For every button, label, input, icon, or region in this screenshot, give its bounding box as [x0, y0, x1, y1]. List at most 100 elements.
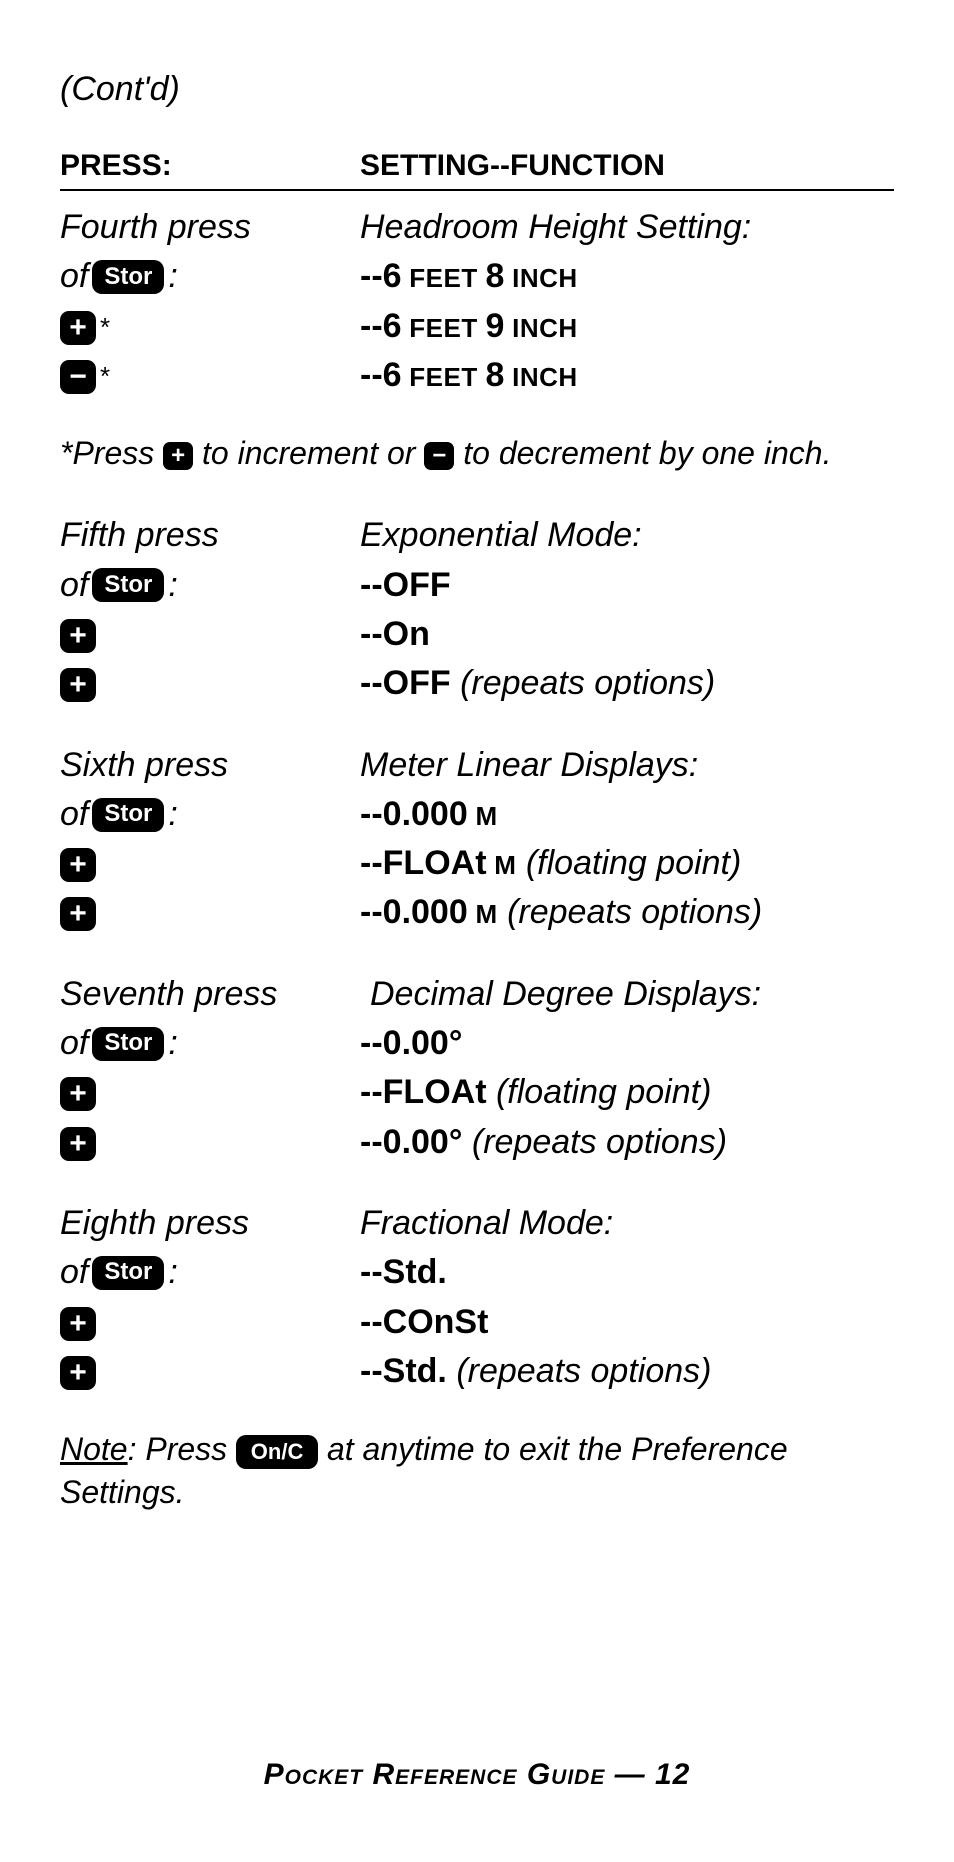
table-row: + --0.000 M (repeats options)	[60, 888, 894, 937]
press-key: +	[60, 1077, 360, 1111]
table-row: Fifth press Exponential Mode:	[60, 511, 894, 560]
note-text: (floating point)	[516, 844, 741, 882]
footnote-text: to increment or	[193, 435, 424, 471]
page-footer: Pocket Reference Guide — 12	[0, 1758, 954, 1792]
unit: M	[468, 801, 498, 831]
section-seventh: Seventh press Decimal Degree Displays: o…	[60, 970, 894, 1167]
section-sixth: Sixth press Meter Linear Displays: of St…	[60, 741, 894, 938]
plus-key: +	[60, 1077, 96, 1111]
section-fourth: Fourth press Headroom Height Setting: of…	[60, 203, 894, 400]
prefix: --	[360, 257, 383, 295]
colon-text: :	[168, 252, 177, 301]
unit: INCH	[504, 362, 577, 392]
table-row: −* --6 FEET 8 INCH	[60, 351, 894, 400]
table-row: of Stor : --6 FEET 8 INCH	[60, 252, 894, 301]
val: OFF	[383, 566, 451, 604]
table-row: Fourth press Headroom Height Setting:	[60, 203, 894, 252]
of-text: of	[60, 1019, 88, 1068]
prefix: --	[360, 1024, 383, 1062]
function-value: --0.00° (repeats options)	[360, 1118, 894, 1167]
section-fifth: Fifth press Exponential Mode: of Stor : …	[60, 511, 894, 708]
function-value: --OFF	[360, 561, 894, 610]
press-text: Seventh press	[60, 970, 370, 1019]
prefix: --	[360, 1073, 383, 1111]
footnote-text: *Press	[60, 435, 163, 471]
[data-interactable=: --FLOAt M (floating point)	[360, 839, 894, 888]
stor-key: Stor	[92, 260, 164, 294]
press-text: Fourth press	[60, 203, 360, 252]
table-row: Eighth press Fractional Mode:	[60, 1199, 894, 1248]
function-title: Fractional Mode:	[360, 1199, 894, 1248]
press-key: +	[60, 1127, 360, 1161]
colon-text: :	[168, 1019, 177, 1068]
press-key: +	[60, 848, 360, 882]
press-text: of Stor :	[60, 561, 360, 610]
of-text: of	[60, 561, 88, 610]
val: 8	[485, 356, 504, 394]
press-key: +	[60, 619, 360, 653]
prefix: --	[360, 795, 383, 833]
of-text: of	[60, 790, 88, 839]
stor-key: Stor	[92, 798, 164, 832]
press-key: +	[60, 1356, 360, 1390]
table-header: PRESS: SETTING--FUNCTION	[60, 149, 894, 191]
val: On	[383, 615, 430, 653]
plus-key: +	[60, 1127, 96, 1161]
prefix: --	[360, 1253, 383, 1291]
function-value: --On	[360, 610, 894, 659]
of-text: of	[60, 1248, 88, 1297]
prefix: --	[360, 893, 383, 931]
press-key: +	[60, 897, 360, 931]
plus-key: +	[60, 668, 96, 702]
unit: INCH	[504, 263, 577, 293]
stor-key: Stor	[92, 1256, 164, 1290]
press-text: Eighth press	[60, 1199, 360, 1248]
val: Std.	[383, 1253, 447, 1291]
function-value: --0.00°	[360, 1019, 894, 1068]
header-function: SETTING--FUNCTION	[360, 149, 894, 183]
unit: INCH	[504, 313, 577, 343]
prefix: --	[360, 356, 383, 394]
footer-text: Pocket Reference Guide — 12	[264, 1758, 691, 1791]
minus-key: −	[60, 360, 96, 394]
colon-text: :	[168, 790, 177, 839]
unit: FEET	[402, 263, 486, 293]
plus-key: +	[60, 311, 96, 345]
footnote-text: to decrement by one inch.	[454, 435, 831, 471]
press-text: of Stor :	[60, 1019, 360, 1068]
function-value: --0.000 M (repeats options)	[360, 888, 894, 937]
table-row: + --FLOAt M (floating point)	[60, 839, 894, 888]
unit: M	[487, 850, 517, 880]
note-text: (repeats options)	[498, 893, 763, 931]
table-row: of Stor : --0.000 M	[60, 790, 894, 839]
val: 0.00°	[383, 1123, 463, 1161]
prefix: --	[360, 844, 383, 882]
prefix: --	[360, 1352, 383, 1390]
val: 0.00°	[383, 1024, 463, 1062]
function-value: --FLOAt (floating point)	[360, 1068, 894, 1117]
note-text: (repeats options)	[462, 1123, 727, 1161]
of-text: of	[60, 252, 88, 301]
prefix: --	[360, 1303, 383, 1341]
section-eighth: Eighth press Fractional Mode: of Stor : …	[60, 1199, 894, 1396]
val: OFF	[383, 664, 451, 702]
prefix: --	[360, 307, 383, 345]
val: Std.	[383, 1352, 447, 1390]
stor-key: Stor	[92, 1027, 164, 1061]
table-row: + --OFF (repeats options)	[60, 659, 894, 708]
table-row: Seventh press Decimal Degree Displays:	[60, 970, 894, 1019]
continued-label: (Cont'd)	[60, 70, 894, 109]
stor-key: Stor	[92, 568, 164, 602]
onc-key: On/C	[236, 1435, 318, 1469]
press-key: +	[60, 668, 360, 702]
prefix: --	[360, 1123, 383, 1161]
plus-key: +	[60, 619, 96, 653]
note-text: (repeats options)	[447, 1352, 712, 1390]
press-key: +*	[60, 309, 360, 347]
table-row: + --FLOAt (floating point)	[60, 1068, 894, 1117]
function-value: --COnSt	[360, 1298, 894, 1347]
table-row: + --On	[60, 610, 894, 659]
asterisk: *	[100, 309, 110, 347]
unit: FEET	[402, 313, 486, 343]
unit: M	[468, 899, 498, 929]
